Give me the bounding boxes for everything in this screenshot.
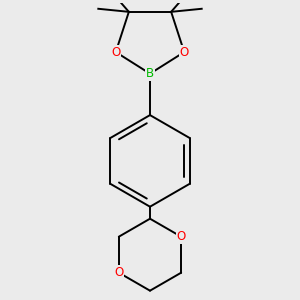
Text: B: B bbox=[146, 67, 154, 80]
Text: O: O bbox=[180, 46, 189, 59]
Text: O: O bbox=[111, 46, 120, 59]
Text: O: O bbox=[176, 230, 186, 243]
Text: O: O bbox=[114, 266, 124, 279]
